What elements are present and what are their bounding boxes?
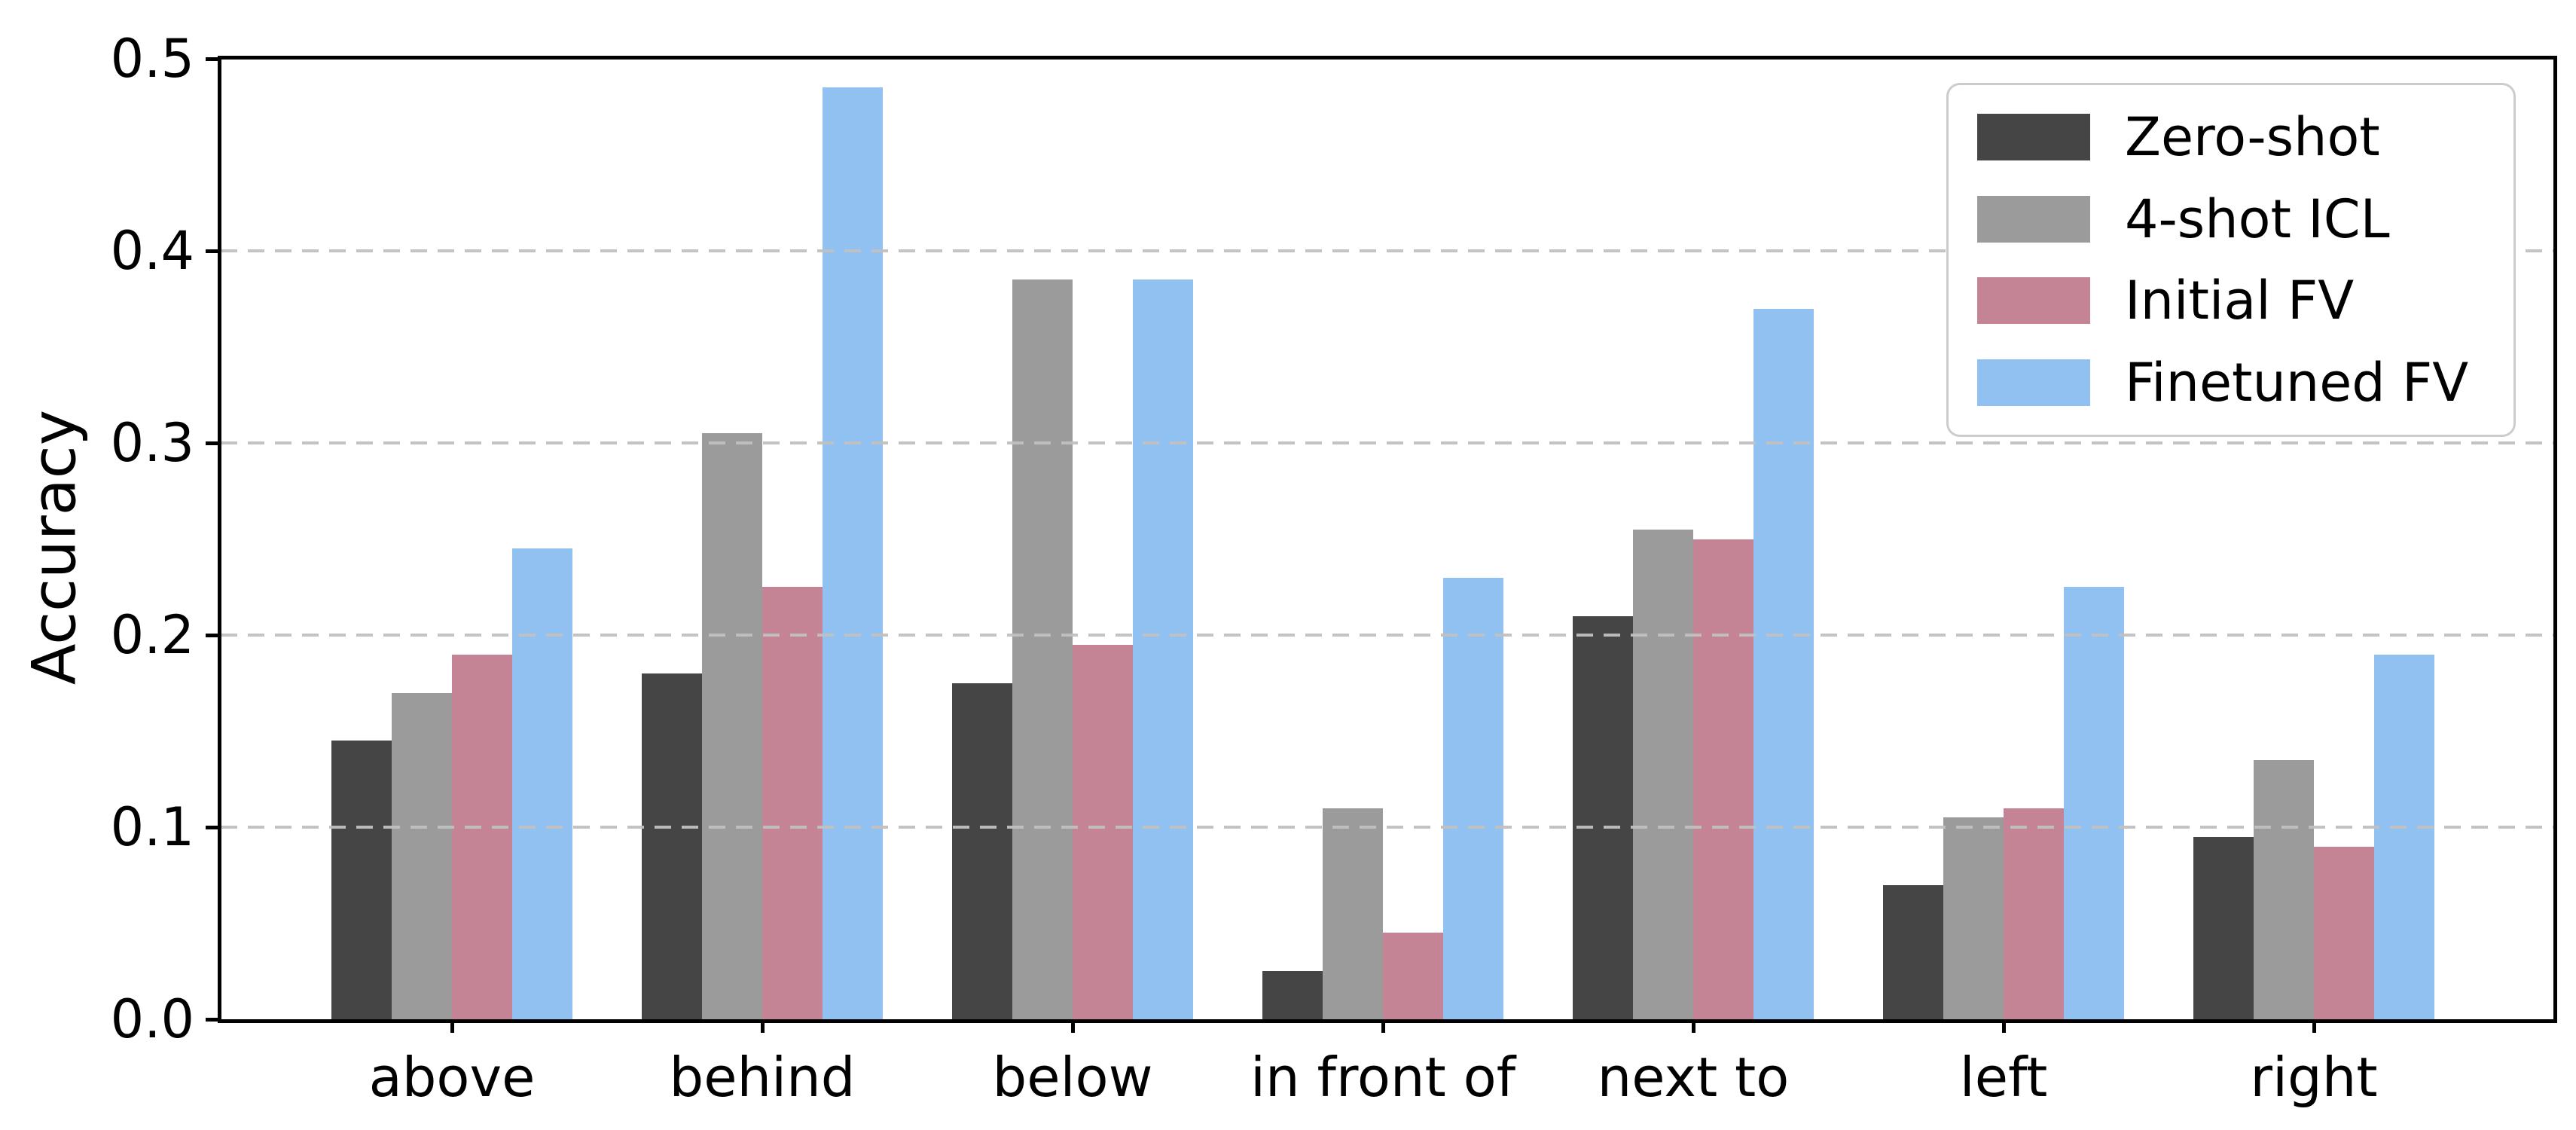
x-tick-mark-left [2002,1019,2006,1033]
x-tick-mark-next-to [1692,1019,1695,1033]
bar-4-shot-icl-behind [702,433,762,1019]
bar-initial-fv-above [452,654,512,1019]
bar-initial-fv-in-front-of [1383,933,1443,1019]
x-tick-label-in-front-of: in front of [1250,1046,1516,1109]
bar-4-shot-icl-in-front-of [1323,808,1383,1019]
bar-zero-shot-behind [642,673,702,1019]
bar-initial-fv-right [2314,846,2374,1019]
x-tick-label-above: above [368,1046,536,1109]
bar-finetuned-fv-next-to [1753,308,1814,1019]
bar-4-shot-icl-right [2254,759,2314,1019]
x-tick-mark-below [1071,1019,1075,1033]
y-tick-mark-0.4 [206,249,221,253]
y-tick-label-0.1: 0.1 [110,796,194,858]
y-tick-mark-0.2 [206,634,221,637]
gridline-0.4 [221,249,2553,252]
bar-zero-shot-next-to [1573,615,1633,1019]
y-tick-mark-0.5 [206,57,221,61]
bar-finetuned-fv-right [2374,654,2434,1019]
x-tick-mark-right [2312,1019,2316,1033]
bar-zero-shot-below [952,683,1012,1019]
y-tick-mark-0.3 [206,441,221,445]
gridline-0.3 [221,441,2553,444]
legend-label: Finetuned FV [2125,351,2469,414]
x-tick-label-next-to: next to [1597,1046,1790,1109]
bar-4-shot-icl-next-to [1633,529,1693,1019]
x-tick-mark-above [450,1019,454,1033]
legend-swatch-4-shot-icl [1977,195,2090,243]
x-tick-label-behind: behind [669,1046,856,1109]
legend-label: 4-shot ICL [2125,188,2390,250]
gridline-0.2 [221,634,2553,637]
gridline-0.1 [221,826,2553,829]
bar-4-shot-icl-below [1012,279,1073,1019]
y-tick-label-0.2: 0.2 [110,604,194,666]
bar-4-shot-icl-above [392,692,452,1019]
bar-zero-shot-left [1883,884,1943,1019]
y-tick-label-0.0: 0.0 [110,988,194,1050]
bar-4-shot-icl-left [1943,817,2004,1019]
legend: Zero-shot 4-shot ICL Initial FV Finetuned F… [1946,83,2516,437]
axis-spine-bottom [218,1019,2557,1023]
x-tick-label-left: left [1959,1046,2048,1109]
y-tick-mark-0.0 [206,1018,221,1022]
y-tick-label-0.5: 0.5 [110,28,194,90]
axis-spine-left [218,56,221,1023]
legend-item-4-shot-icl: 4-shot ICL [1977,191,2485,247]
legend-swatch-finetuned-fv [1977,359,2090,406]
bar-initial-fv-next-to [1693,539,1753,1019]
bar-initial-fv-left [2004,808,2064,1019]
y-tick-label-0.4: 0.4 [110,220,194,282]
legend-item-finetuned-fv: Finetuned FV [1977,355,2485,411]
bar-finetuned-fv-left [2064,587,2124,1019]
axis-spine-top [218,56,2557,60]
legend-item-zero-shot: Zero-shot [1977,109,2485,165]
legend-label: Initial FV [2125,270,2355,332]
bar-initial-fv-below [1073,644,1133,1019]
x-tick-mark-behind [761,1019,765,1033]
legend-item-initial-fv: Initial FV [1977,273,2485,328]
y-tick-mark-0.1 [206,826,221,829]
bar-zero-shot-above [331,741,392,1019]
bar-zero-shot-right [2193,836,2254,1019]
bar-zero-shot-in-front-of [1262,971,1323,1019]
bar-finetuned-fv-above [512,548,572,1019]
legend-swatch-zero-shot [1977,114,2090,160]
bar-finetuned-fv-in-front-of [1443,577,1503,1019]
bar-finetuned-fv-behind [823,87,883,1019]
x-tick-label-right: right [2250,1046,2378,1109]
x-tick-label-below: below [992,1046,1153,1109]
axis-spine-right [2553,56,2557,1023]
y-tick-label-0.3: 0.3 [110,412,194,474]
legend-swatch-initial-fv [1977,277,2090,325]
legend-label: Zero-shot [2125,106,2380,168]
bar-finetuned-fv-below [1133,279,1193,1019]
x-tick-mark-in-front-of [1381,1019,1385,1033]
bar-initial-fv-behind [762,587,823,1019]
